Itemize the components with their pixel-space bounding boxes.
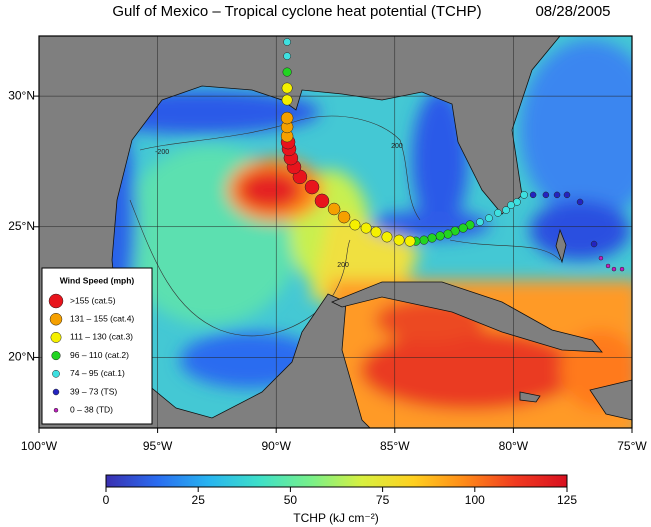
track-point [327, 202, 341, 216]
legend-label: >155 (cat.5) [70, 295, 116, 305]
colorbar-tick-label: 0 [103, 493, 110, 507]
track-point [282, 67, 292, 77]
legend-label: 96 – 110 (cat.2) [70, 350, 129, 360]
map-title: Gulf of Mexico – Tropical cyclone heat p… [112, 3, 481, 20]
track-point [590, 240, 598, 248]
legend-swatch [52, 369, 60, 378]
track-point [605, 263, 611, 269]
track-point [485, 214, 493, 222]
heat-field [39, 36, 632, 428]
track-point [502, 206, 510, 214]
track-point [435, 231, 445, 241]
colorbar-tick-label: 75 [376, 493, 390, 507]
track-point [349, 219, 361, 231]
track-point [337, 210, 351, 224]
track-point [281, 82, 293, 94]
track-point [494, 209, 502, 217]
track-point [314, 193, 330, 209]
lon-tick-label: 100°W [21, 439, 58, 453]
lat-tick-label: 30°N [8, 88, 35, 102]
track-point [513, 198, 521, 206]
track-point [381, 231, 393, 243]
lat-tick-label: 25°N [8, 219, 35, 233]
track-point [393, 234, 405, 246]
lon-tick-label: 90°W [261, 439, 291, 453]
track-point [520, 191, 528, 199]
track-point [619, 266, 625, 272]
track-point [443, 229, 453, 239]
legend-label: 131 – 155 (cat.4) [70, 313, 134, 323]
track-point [281, 94, 293, 106]
track-point [283, 52, 291, 60]
track-point [553, 191, 561, 199]
track-point [576, 198, 584, 206]
track-point [427, 233, 437, 243]
map-frame [38, 35, 633, 429]
map-date: 08/28/2005 [535, 3, 610, 20]
track-point [304, 179, 320, 195]
legend-label: 0 – 38 (TD) [70, 404, 113, 414]
track-point [419, 235, 429, 245]
lon-tick-label: 80°W [499, 439, 529, 453]
colorbar-tick-label: 100 [465, 493, 485, 507]
contour-label: 200 [391, 143, 403, 150]
track-point [507, 201, 515, 209]
contours [129, 115, 561, 337]
colorbar-tick-label: 125 [557, 493, 577, 507]
track-point [370, 226, 382, 238]
legend-swatch [52, 388, 60, 396]
colorbar: TCHP (kJ cm⁻²) 0 25 50 75 100 125 [103, 474, 577, 525]
legend-title: Wind Speed (mph) [60, 275, 135, 285]
storm-track [280, 38, 625, 272]
track-point [360, 222, 372, 234]
legend-label: 111 – 130 (cat.3) [70, 332, 133, 342]
colorbar-tick-label: 50 [284, 493, 298, 507]
track-point [611, 266, 617, 272]
colorbar-label: TCHP (kJ cm⁻²) [293, 511, 378, 525]
track-point [283, 38, 291, 46]
track-point [458, 223, 468, 233]
colorbar-tick-label: 25 [192, 493, 206, 507]
track-point [563, 191, 571, 199]
lon-tick-label: 85°W [380, 439, 410, 453]
legend-swatch [53, 407, 59, 413]
legend-swatch [51, 351, 61, 361]
track-point [476, 218, 484, 226]
contour-label: -200 [155, 149, 169, 156]
track-point [598, 255, 604, 261]
track-point [404, 235, 416, 247]
legend-swatch [48, 293, 64, 309]
lat-tick-label: 20°N [8, 350, 35, 364]
legend-box [41, 267, 153, 425]
colorbar-scale [105, 474, 568, 488]
track-point [529, 191, 537, 199]
legend: Wind Speed (mph) >155 (cat.5) 131 – 155 (… [41, 267, 153, 425]
legend-label: 74 – 95 (cat.1) [70, 368, 125, 378]
legend-swatch [50, 331, 62, 343]
contour-label: 200 [337, 262, 349, 269]
lon-tick-label: 95°W [143, 439, 173, 453]
track-point [280, 111, 294, 125]
track-point [542, 191, 550, 199]
legend-swatch [49, 312, 63, 326]
lon-tick-label: 75°W [617, 439, 647, 453]
legend-label: 39 – 73 (TS) [70, 386, 117, 396]
